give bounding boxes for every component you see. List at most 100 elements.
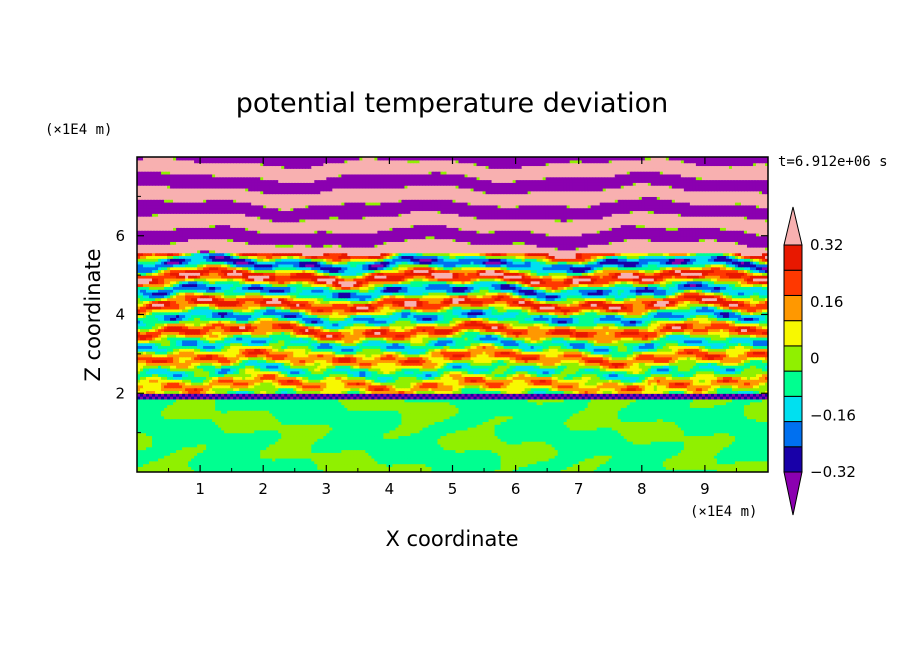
contour-cell (476, 463, 481, 467)
contour-cell (590, 435, 595, 439)
contour-cell (347, 463, 351, 467)
contour-cell (626, 432, 631, 437)
contour-cell (464, 424, 469, 428)
contour-cell (638, 424, 643, 428)
contour-cell (257, 424, 261, 428)
contour-cell (599, 443, 604, 448)
contour-cell (260, 463, 264, 467)
contour-cell (611, 432, 616, 437)
contour-cell (287, 435, 291, 439)
contour-cell (224, 443, 228, 448)
contour-cell (149, 435, 153, 439)
contour-cell (581, 460, 586, 465)
contour-cell (602, 429, 607, 434)
contour-cell (524, 452, 529, 456)
contour-cell (701, 460, 706, 465)
contour-cell (578, 457, 583, 462)
contour-cell (431, 463, 436, 467)
contour-cell (275, 466, 279, 470)
contour-cell (701, 455, 706, 459)
contour-cell (599, 463, 604, 467)
contour-cell (212, 455, 216, 459)
contour-cell (260, 429, 264, 434)
contour-cell (311, 457, 315, 462)
contour-cell (494, 469, 499, 472)
contour-cell (248, 421, 252, 425)
contour-cell (197, 421, 201, 425)
contour-cell (650, 449, 655, 453)
contour-cell (665, 449, 670, 453)
contour-cell (416, 435, 421, 439)
contour-cell (323, 438, 327, 442)
contour-cell (146, 427, 150, 431)
contour-cell (692, 466, 697, 470)
contour-cell (533, 435, 538, 439)
contour-cell (743, 457, 748, 462)
contour-cell (575, 446, 580, 451)
contour-cell (266, 441, 270, 445)
contour-cell (305, 438, 309, 442)
contour-cell (746, 429, 751, 434)
contour-cell (326, 446, 330, 451)
contour-cell (614, 424, 619, 428)
contour-cell (521, 424, 526, 428)
contour-cell (503, 441, 508, 445)
contour-cell (719, 452, 724, 456)
contour-cell (671, 429, 676, 434)
contour-cell (677, 432, 682, 437)
contour-cell (557, 435, 562, 439)
contour-cell (455, 466, 460, 470)
contour-cell (290, 427, 294, 431)
contour-cell (170, 466, 174, 470)
contour-cell (299, 449, 303, 453)
contour-cell (440, 435, 445, 439)
contour-cell (653, 432, 658, 437)
contour-cell (284, 441, 288, 445)
contour-cell (188, 424, 192, 428)
contour-cell (566, 446, 571, 451)
contour-cell (608, 441, 613, 445)
contour-cell (275, 452, 279, 456)
contour-cell (671, 460, 676, 465)
contour-cell (203, 466, 207, 470)
contour-cell (470, 449, 475, 453)
contour-cell (524, 432, 529, 437)
contour-cell (329, 460, 333, 465)
contour-cell (665, 435, 670, 439)
contour-cell (350, 449, 354, 453)
contour-cell (545, 460, 550, 465)
contour-cell (746, 427, 751, 431)
contour-cell (266, 421, 270, 425)
contour-cell (329, 441, 333, 445)
contour-cell (389, 469, 393, 472)
contour-cell (455, 435, 460, 439)
contour-cell (665, 441, 670, 445)
contour-cell (389, 457, 393, 462)
contour-cell (392, 427, 396, 431)
contour-cell (647, 435, 652, 439)
contour-cell (320, 438, 324, 442)
contour-cell (413, 449, 418, 453)
contour-cell (728, 460, 733, 465)
contour-cell (302, 421, 306, 425)
contour-cell (599, 455, 604, 459)
contour-cell (446, 452, 451, 456)
contour-cell (521, 421, 526, 425)
contour-cell (359, 469, 363, 472)
contour-cell (590, 457, 595, 462)
contour-cell (203, 438, 207, 442)
contour-cell (335, 432, 339, 437)
contour-cell (503, 469, 508, 472)
contour-cell (740, 457, 745, 462)
contour-cell (299, 441, 303, 445)
contour-cell (398, 421, 403, 425)
contour-cell (275, 469, 279, 472)
contour-cell (548, 460, 553, 465)
contour-cell (596, 424, 601, 428)
contour-cell (602, 432, 607, 437)
contour-cell (518, 455, 523, 459)
contour-cell (248, 438, 252, 442)
contour-cell (386, 441, 390, 445)
contour-cell (329, 463, 333, 467)
contour-cell (416, 457, 421, 462)
